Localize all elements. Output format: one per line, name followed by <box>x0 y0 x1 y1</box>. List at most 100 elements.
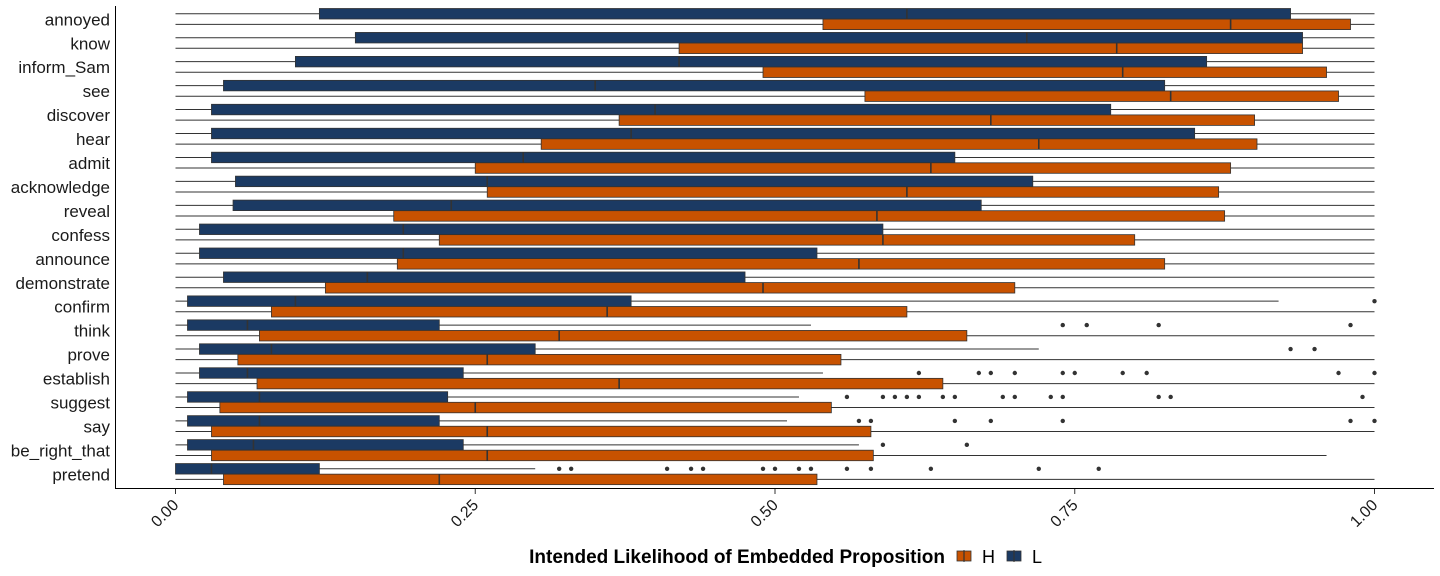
x-tick-label: 0.25 <box>448 497 482 531</box>
outlier-point <box>988 418 994 424</box>
outlier-point <box>916 394 922 400</box>
outlier-point <box>664 466 670 471</box>
box-L <box>187 319 440 331</box>
category-label: say <box>84 417 111 436</box>
outlier-point <box>1336 370 1341 376</box>
box-L <box>175 463 320 475</box>
outlier-point <box>1012 394 1017 400</box>
outlier-point <box>700 466 706 471</box>
category-label: announce <box>35 250 110 269</box>
category-label: think <box>74 322 110 341</box>
category-label: hear <box>76 130 110 149</box>
box-H <box>678 42 1303 54</box>
category-label: be_right_that <box>11 441 111 460</box>
outlier-point <box>1060 322 1065 328</box>
box-L <box>354 32 1303 44</box>
box-L <box>199 343 536 355</box>
box-H <box>259 330 968 342</box>
outlier-point <box>868 466 874 471</box>
outlier-point <box>1372 370 1377 376</box>
outlier-point <box>844 394 850 400</box>
category-label: establish <box>43 370 110 389</box>
outlier-point <box>1348 418 1353 424</box>
outlier-point <box>1036 466 1041 471</box>
outlier-point <box>760 466 766 471</box>
box-L <box>223 271 746 283</box>
box-L <box>294 56 1208 68</box>
category-label: see <box>83 82 110 101</box>
category-label: suggest <box>50 394 110 413</box>
outlier-point <box>1060 370 1065 376</box>
box-H <box>540 138 1258 150</box>
outlier-point <box>916 370 922 376</box>
outlier-point <box>556 466 562 471</box>
box-H <box>237 353 842 366</box>
box-L <box>187 439 464 451</box>
x-tick-label: 0.50 <box>748 497 782 531</box>
box-L <box>199 247 818 259</box>
box-L <box>187 415 440 427</box>
x-tick-label: 1.00 <box>1347 497 1381 531</box>
legend-item-H: H <box>956 547 995 567</box>
category-label: prove <box>67 346 110 365</box>
outlier-point <box>1120 370 1125 376</box>
outlier-point <box>808 466 814 471</box>
box-H <box>822 18 1351 31</box>
outlier-point <box>1156 394 1161 400</box>
box-H <box>474 162 1232 174</box>
outlier-point <box>688 466 694 471</box>
box-H <box>211 449 874 462</box>
outlier-point <box>868 418 874 424</box>
outlier-point <box>1060 418 1065 424</box>
outlier-point <box>892 394 898 400</box>
outlier-point <box>1156 322 1161 328</box>
x-tick-label: 0.75 <box>1048 497 1082 531</box>
outlier-point <box>1348 322 1353 328</box>
box-H <box>256 377 944 390</box>
outlier-point <box>880 442 886 448</box>
box-H <box>223 473 818 486</box>
box-L <box>211 103 1112 116</box>
legend: Intended Likelihood of Embedded Proposit… <box>529 547 1042 568</box>
outlier-point <box>772 466 778 471</box>
box-L <box>223 79 1166 92</box>
category-label: acknowledge <box>11 178 110 197</box>
outlier-point <box>880 394 886 400</box>
outlier-point <box>856 418 862 424</box>
outlier-point <box>1372 418 1377 424</box>
outlier-point <box>976 370 982 376</box>
outlier-point <box>1072 370 1077 376</box>
outlier-point <box>1000 394 1006 400</box>
outlier-point <box>1360 394 1365 400</box>
outlier-point <box>1048 394 1053 400</box>
outlier-point <box>952 418 958 424</box>
outlier-point <box>1372 298 1377 304</box>
x-axis-ticks: 0.00 0.25 0.50 0.75 1.00 <box>148 489 1381 531</box>
category-label: discover <box>47 106 111 125</box>
box-L <box>199 223 884 235</box>
box-L <box>211 127 1196 140</box>
box-L <box>211 151 956 164</box>
category-label: pretend <box>52 465 110 484</box>
box-L <box>199 367 464 379</box>
outlier-point <box>844 466 850 471</box>
box-H <box>864 90 1339 102</box>
box-H <box>438 234 1136 246</box>
box-H <box>271 306 908 318</box>
category-label: know <box>70 34 110 53</box>
box-H <box>211 425 872 438</box>
box-L <box>318 8 1291 20</box>
outlier-point <box>1288 346 1293 352</box>
category-label: confirm <box>54 298 110 317</box>
outlier-point <box>904 394 910 400</box>
category-label: reveal <box>64 202 110 221</box>
outlier-point <box>952 394 958 400</box>
outlier-point <box>1144 370 1149 376</box>
outlier-point <box>1012 370 1017 376</box>
outlier-point <box>964 442 970 448</box>
box-H <box>219 401 832 414</box>
outlier-point <box>1084 322 1089 328</box>
legend-label: L <box>1032 547 1042 567</box>
